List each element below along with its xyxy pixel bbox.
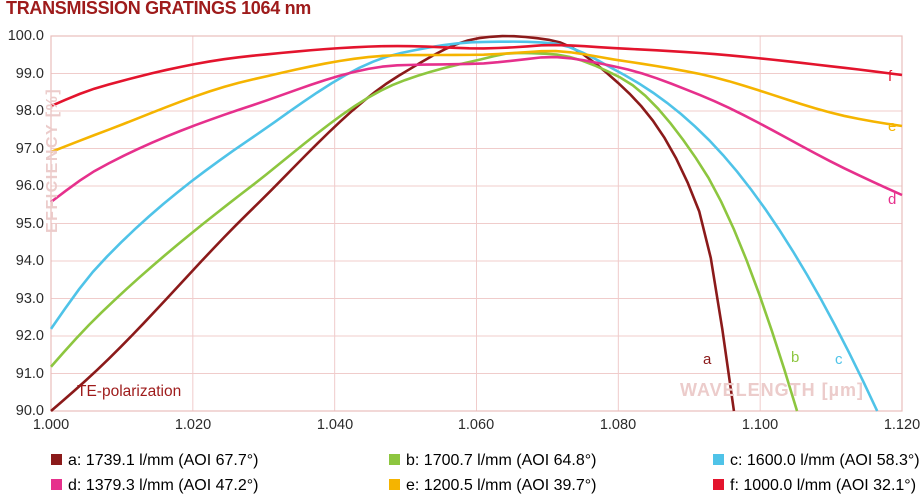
svg-text:f: f (888, 68, 893, 85)
svg-text:TE-polarization: TE-polarization (77, 383, 181, 400)
svg-text:a: a (703, 351, 712, 368)
svg-text:b: b (791, 349, 799, 366)
svg-text:c: c (835, 351, 843, 368)
svg-text:e: e (888, 118, 896, 135)
svg-text:d: d (888, 191, 896, 208)
